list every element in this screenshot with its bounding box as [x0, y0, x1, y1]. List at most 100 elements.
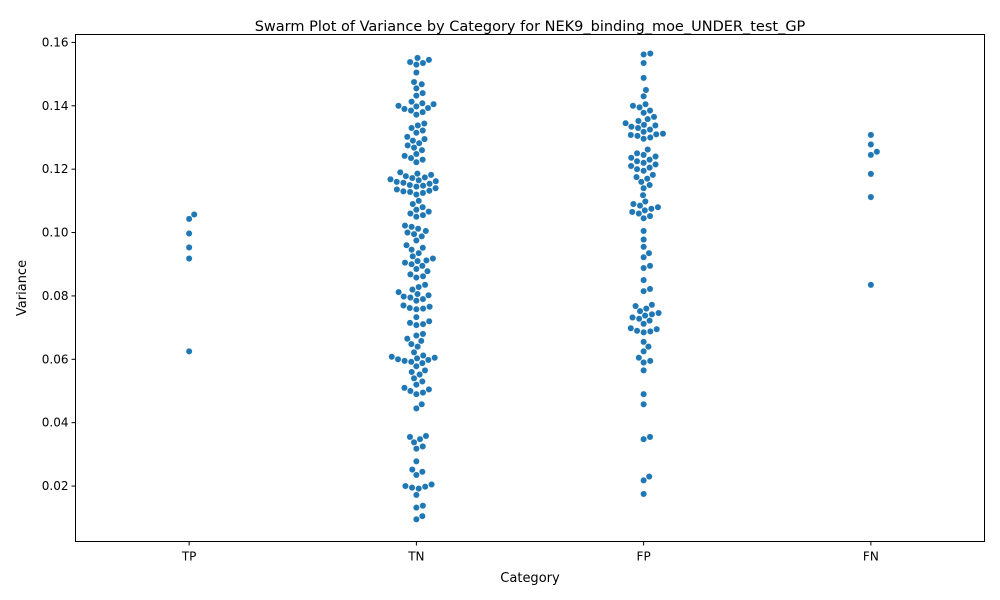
data-point-tn [430, 100, 437, 108]
data-point-fp [622, 119, 630, 127]
data-point-tn [410, 348, 418, 356]
data-point-tn [412, 206, 420, 214]
y-tick-label: 0.02 [42, 479, 69, 493]
data-point-tn [418, 468, 426, 476]
data-point-fp [640, 109, 648, 117]
data-point-tn [404, 142, 412, 149]
data-point-tn [424, 267, 431, 275]
data-point-fp [636, 202, 644, 210]
data-point-tn [393, 186, 401, 193]
data-point-tn [406, 304, 414, 312]
data-point-fp [640, 390, 648, 398]
data-point-fp [640, 159, 648, 167]
x-axis-ticks: TP TN FP FN [181, 541, 879, 564]
data-point-tn [408, 246, 415, 254]
data-point-fp [646, 328, 654, 335]
y-tick-label: 0.16 [42, 35, 69, 49]
data-point-fp [641, 198, 649, 205]
data-point-tn [399, 187, 407, 195]
data-point-fp [627, 131, 635, 139]
data-point-tn [412, 504, 420, 511]
data-point-fp [640, 59, 648, 67]
data-point-tn [401, 384, 408, 392]
data-point-fp [635, 354, 643, 362]
data-point-tn [412, 405, 420, 412]
data-point-fp [640, 214, 648, 222]
y-axis-ticks: 0.02 0.04 0.06 0.08 0.10 0.12 0.14 0.16 [42, 35, 76, 493]
y-tick-label: 0.04 [42, 416, 69, 430]
data-point-tn [401, 105, 408, 113]
data-point-tn [412, 265, 420, 273]
data-point-tn [429, 255, 437, 262]
data-point-tn [414, 170, 421, 178]
data-point-tn [415, 283, 423, 291]
data-point-tn [412, 129, 420, 137]
data-point-tp [185, 255, 193, 262]
data-point-tn [418, 146, 426, 154]
data-point-fp [651, 122, 659, 129]
data-point-tn [412, 491, 420, 499]
data-point-fp [633, 165, 641, 173]
data-point-tp [185, 230, 193, 237]
data-point-tn [407, 294, 414, 301]
data-point-tn [416, 435, 424, 443]
data-point-fp [646, 317, 653, 325]
data-point-tn [425, 317, 433, 325]
data-point-tn [419, 389, 427, 396]
data-point-tn [415, 485, 423, 492]
data-point-tn [409, 200, 417, 208]
data-point-fp [640, 167, 648, 175]
data-point-tn [419, 203, 427, 211]
data-point-tn [412, 150, 420, 158]
data-point-fp [640, 347, 648, 355]
data-point-fp [644, 146, 652, 153]
data-point-tn [412, 332, 420, 339]
data-point-tn [406, 433, 414, 441]
data-point-fp [634, 132, 641, 140]
data-point-tn [419, 89, 427, 97]
data-point-fn [873, 148, 881, 156]
data-point-tn [418, 262, 426, 270]
data-point-fp [635, 210, 643, 217]
data-point-fp [646, 107, 654, 114]
data-point-tn [424, 356, 432, 364]
data-point-tn [401, 357, 408, 365]
data-point-tn [413, 354, 421, 362]
data-point-tn [406, 181, 414, 189]
data-point-tn [409, 252, 417, 260]
data-point-fp [640, 264, 648, 272]
data-point-fp [640, 400, 648, 408]
data-point-fp [640, 236, 648, 243]
data-point-tn [415, 176, 423, 184]
data-point-fp [648, 301, 656, 309]
data-point-fp [641, 206, 649, 214]
data-point-fp [640, 253, 648, 261]
data-point-tn [414, 257, 421, 265]
data-point-tn [419, 272, 427, 280]
data-point-tn [425, 385, 433, 393]
data-point-tn [425, 208, 433, 216]
data-point-fp [627, 324, 635, 332]
data-point-fp [627, 154, 635, 162]
data-point-tn [408, 260, 415, 268]
data-point-tn [402, 172, 410, 180]
data-point-tn [412, 191, 420, 198]
data-point-fp [646, 262, 654, 270]
data-point-tn [396, 168, 404, 176]
data-point-tn [406, 58, 414, 66]
data-point-tn [406, 319, 414, 327]
data-point-fp [640, 184, 648, 192]
data-point-tn [412, 321, 420, 329]
data-point-tn [412, 237, 420, 244]
data-point-tn [416, 371, 424, 378]
data-point-fp [648, 310, 656, 318]
data-point-tn [412, 457, 420, 465]
data-point-fp [645, 249, 653, 257]
data-point-fp [642, 100, 649, 108]
data-point-tn [431, 354, 439, 362]
data-point-tn [418, 512, 426, 520]
data-point-tp [190, 211, 198, 218]
data-point-tn [418, 400, 426, 408]
data-point-fp [628, 208, 636, 216]
